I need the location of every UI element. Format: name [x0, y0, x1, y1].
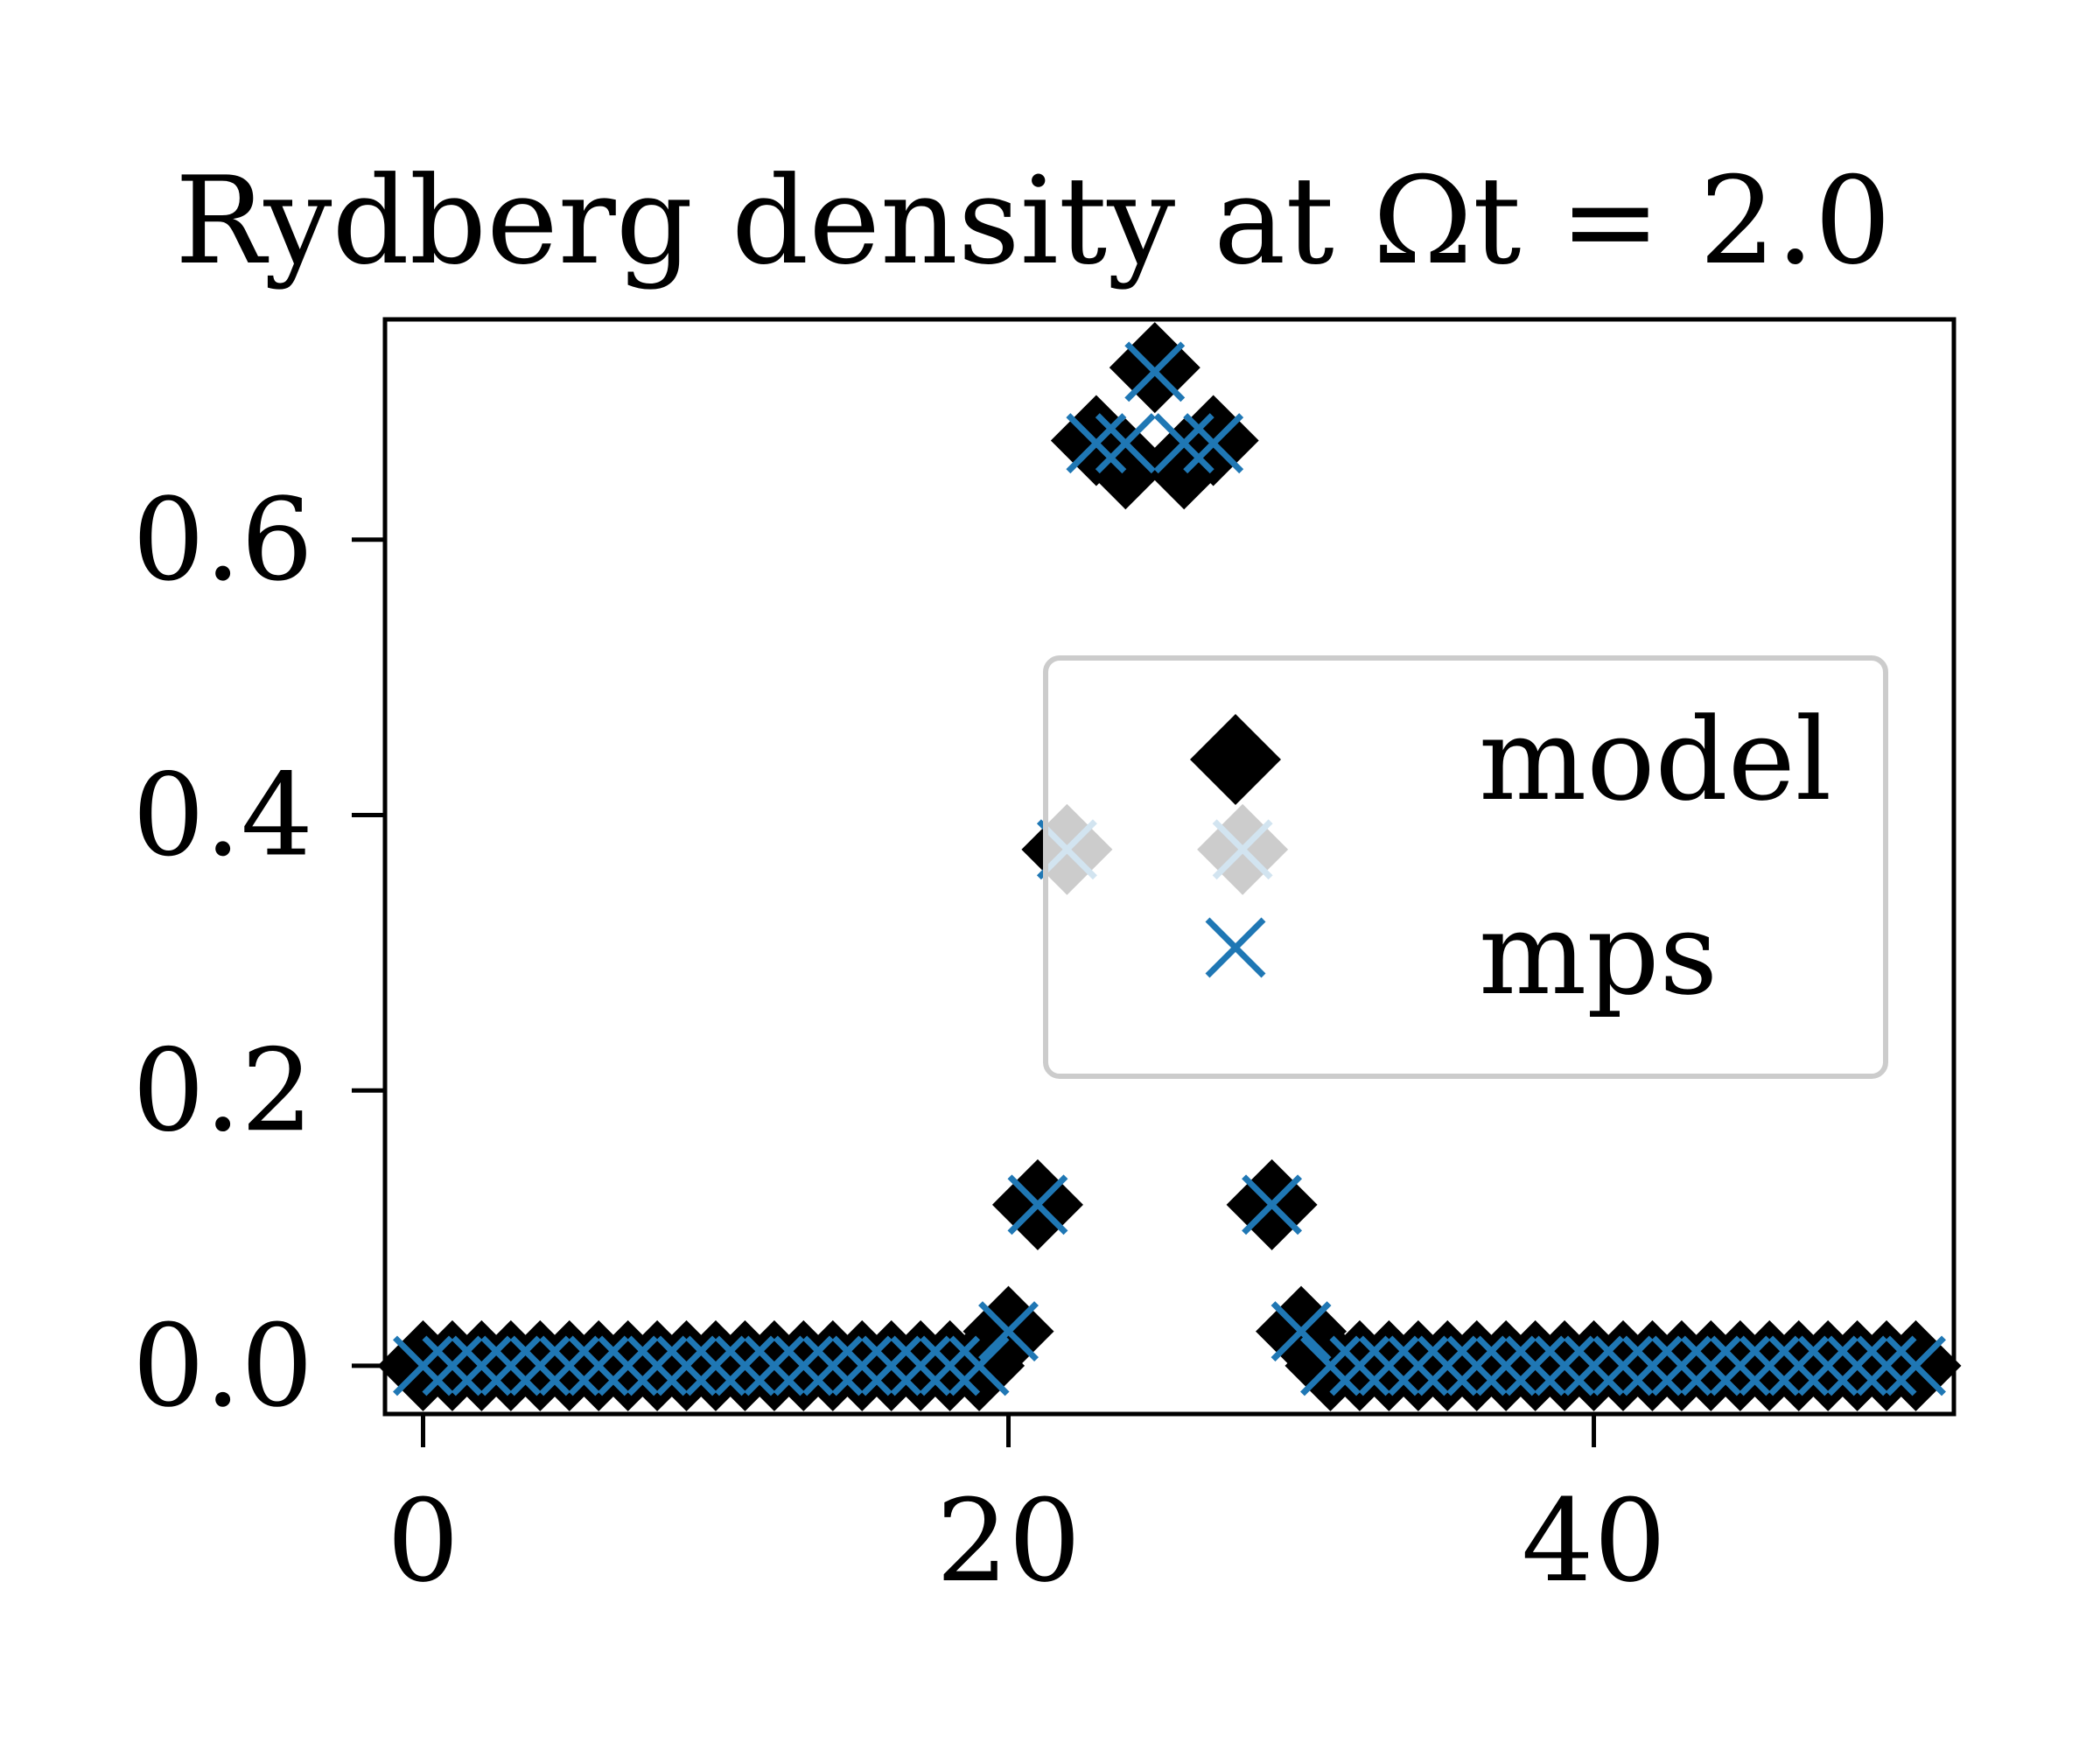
y-tick-label: 0.4	[132, 748, 313, 881]
mps-point	[714, 1335, 775, 1396]
mps-point	[1475, 1335, 1536, 1396]
mps-point	[480, 1335, 542, 1396]
legend-model-marker	[1190, 714, 1281, 805]
mps-point	[1329, 1335, 1390, 1396]
mps-point	[802, 1335, 864, 1396]
legend-mps-label: mps	[1479, 887, 1718, 1020]
mps-point	[1124, 341, 1186, 402]
mps-point	[539, 1335, 600, 1396]
mps-point	[1651, 1335, 1712, 1396]
mps-point	[920, 1335, 981, 1396]
plot-frame	[382, 317, 1956, 1417]
mps-point	[1768, 1335, 1830, 1396]
mps-point	[1534, 1335, 1595, 1396]
mps-point	[1856, 1335, 1917, 1396]
legend-model-label: model	[1479, 693, 1831, 826]
mps-point	[1710, 1335, 1771, 1396]
mps-point	[1564, 1335, 1625, 1396]
mps-point	[422, 1335, 483, 1396]
x-tick-label: 20	[936, 1474, 1081, 1607]
mps-point	[1680, 1335, 1741, 1396]
mps-point	[1417, 1335, 1478, 1396]
mps-point	[451, 1335, 512, 1396]
mps-point	[1358, 1335, 1419, 1396]
x-tick-label: 0	[387, 1474, 459, 1607]
mps-point	[568, 1335, 629, 1396]
mps-point	[1095, 413, 1156, 474]
x-tick-label: 40	[1522, 1474, 1666, 1607]
mps-point	[1446, 1335, 1508, 1396]
model-point	[1080, 418, 1172, 510]
mps-point	[656, 1335, 718, 1396]
mps-point	[1183, 413, 1244, 474]
mps-point	[831, 1335, 892, 1396]
mps-point	[1886, 1335, 1946, 1396]
mps-point	[1388, 1335, 1449, 1396]
mps-point	[861, 1335, 922, 1396]
mps-point	[948, 1335, 1010, 1396]
mps-point	[1066, 413, 1127, 474]
y-tick-label: 0.2	[132, 1024, 313, 1157]
mps-point	[1270, 1301, 1332, 1362]
mps-point	[890, 1335, 951, 1396]
axis-ticks: 0 20 40 0.0 0.2 0.4 0.6	[132, 473, 1666, 1607]
y-tick-label: 0.0	[132, 1299, 313, 1432]
mps-point	[1739, 1335, 1800, 1396]
model-point	[1138, 418, 1230, 510]
legend: model mps	[1043, 655, 1888, 1079]
mps-point	[1300, 1335, 1361, 1396]
mps-point	[393, 1335, 453, 1396]
mps-point	[509, 1335, 570, 1396]
mps-point	[685, 1335, 746, 1396]
mps-point	[1592, 1335, 1654, 1396]
mps-point	[1505, 1335, 1566, 1396]
legend-mps-marker	[1205, 917, 1266, 978]
mps-point	[626, 1335, 688, 1396]
mps-point	[598, 1335, 659, 1396]
mps-point	[1007, 1174, 1068, 1236]
mps-point	[1621, 1335, 1683, 1396]
chart-title: Rydberg density at Ωt = 2.0	[175, 150, 1891, 291]
mps-point	[1153, 413, 1214, 474]
mps-point	[1827, 1335, 1888, 1396]
mps-point	[1797, 1335, 1858, 1396]
mps-point	[978, 1301, 1039, 1362]
y-tick-label: 0.6	[132, 473, 313, 606]
mps-point	[773, 1335, 834, 1396]
mps-point	[1242, 1174, 1303, 1236]
mps-point	[744, 1335, 805, 1396]
